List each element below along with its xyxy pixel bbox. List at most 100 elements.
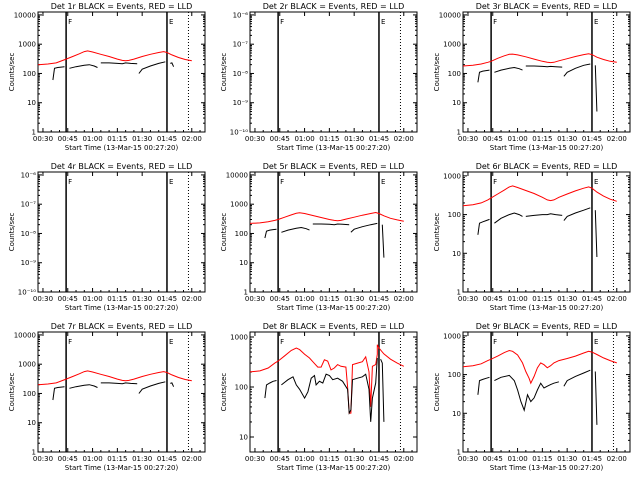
y-tick-label: 10⁻⁸ (233, 70, 249, 78)
x-tick-label: 01:15 (319, 135, 339, 143)
series-line-red-lld (250, 211, 404, 224)
series-line-black-events (477, 369, 598, 425)
x-tick-label: 01:00 (507, 135, 527, 143)
x-tick-label: 01:45 (582, 295, 602, 303)
x-tick-label: 00:45 (483, 455, 503, 463)
y-axis-label: Counts/sec (433, 213, 441, 252)
marker-label-F: F (493, 18, 497, 26)
y-tick-label: 1 (32, 449, 36, 457)
series-line-red-lld (38, 370, 192, 386)
y-axis-label: Counts/sec (220, 213, 228, 252)
x-axis-label: Start Time (13-Mar-15 00:27:20) (65, 464, 179, 472)
x-tick-label: 01:15 (532, 295, 552, 303)
plot-frame (37, 11, 206, 133)
x-tick-label: 01:15 (107, 295, 127, 303)
x-tick-label: 00:45 (270, 455, 290, 463)
y-tick-label: 10000 (226, 171, 248, 179)
x-tick-label: 01:30 (557, 135, 577, 143)
y-tick-label: 10000 (439, 11, 461, 19)
x-tick-label: 02:00 (394, 455, 414, 463)
y-tick-label: 10⁻⁹ (21, 259, 37, 267)
x-tick-label: 01:00 (294, 455, 314, 463)
y-tick-label: 10⁻⁹ (233, 99, 249, 107)
series-line-black-events (477, 63, 598, 112)
y-tick-label: 10⁻¹⁰ (18, 289, 36, 297)
x-tick-label: 02:00 (182, 135, 202, 143)
series-line-black-events (264, 357, 385, 422)
panel-9: Det 9r BLACK = Events, RED = LLD 00:30 00:… (433, 322, 631, 472)
marker-label-F: F (493, 338, 497, 346)
panel-title: Det 6r BLACK = Events, RED = LLD (476, 162, 618, 171)
marker-label-F: F (280, 178, 284, 186)
marker-label-E: E (169, 178, 173, 186)
plot-frame (249, 171, 418, 293)
y-tick-label: 1000 (230, 334, 248, 342)
y-tick-label: 1000 (443, 172, 461, 180)
x-tick-label: 00:30 (245, 295, 265, 303)
x-tick-label: 01:30 (132, 135, 152, 143)
x-axis-label: Start Time (13-Mar-15 00:27:20) (65, 304, 179, 312)
panel-3: Det 3r BLACK = Events, RED = LLD 00:30 00:… (433, 2, 631, 152)
x-tick-label: 00:45 (270, 295, 290, 303)
y-axis-label: Counts/sec (220, 53, 228, 92)
x-tick-label: 02:00 (394, 135, 414, 143)
x-tick-label: 01:45 (369, 135, 389, 143)
y-tick-label: 100 (448, 371, 461, 379)
y-tick-label: 10⁻⁸ (21, 230, 37, 238)
x-axis-label: Start Time (13-Mar-15 00:27:20) (277, 144, 391, 152)
y-axis-label: Counts/sec (220, 373, 228, 412)
x-tick-label: 00:45 (58, 455, 78, 463)
series-line-red-lld (463, 53, 617, 67)
x-tick-label: 01:15 (107, 455, 127, 463)
y-tick-label: 100 (235, 384, 248, 392)
y-tick-label: 1 (457, 449, 461, 457)
panel-title: Det 5r BLACK = Events, RED = LLD (263, 162, 405, 171)
panel-title: Det 4r BLACK = Events, RED = LLD (51, 162, 193, 171)
marker-label-E: E (169, 18, 173, 26)
marker-label-E: E (594, 18, 598, 26)
x-tick-label: 02:00 (182, 295, 202, 303)
panel-6: Det 6r BLACK = Events, RED = LLD 00:30 00:… (433, 162, 631, 312)
panel-title: Det 8r BLACK = Events, RED = LLD (263, 322, 405, 331)
x-tick-label: 01:45 (157, 455, 177, 463)
x-tick-label: 02:00 (607, 135, 627, 143)
y-tick-label: 10 (239, 259, 248, 267)
y-tick-label: 10 (452, 99, 461, 107)
plot-frame (462, 331, 631, 453)
y-tick-label: 1 (32, 129, 36, 137)
panel-8: Det 8r BLACK = Events, RED = LLD 00:30 00:… (220, 322, 418, 472)
y-axis-label: Counts/sec (8, 213, 16, 252)
y-axis-label: Counts/sec (433, 373, 441, 412)
x-axis-label: Start Time (13-Mar-15 00:27:20) (490, 464, 604, 472)
y-tick-label: 10⁻⁷ (233, 41, 249, 49)
series-line-red-lld (38, 50, 192, 66)
y-tick-label: 1 (457, 289, 461, 297)
marker-label-E: E (381, 178, 385, 186)
marker-label-E: E (381, 338, 385, 346)
x-tick-label: 00:30 (458, 135, 478, 143)
y-tick-label: 10⁻⁶ (233, 11, 249, 19)
x-tick-label: 01:45 (369, 455, 389, 463)
y-tick-label: 10 (239, 434, 248, 442)
x-tick-label: 01:45 (369, 295, 389, 303)
x-tick-label: 01:00 (82, 455, 102, 463)
y-tick-label: 10 (27, 99, 36, 107)
y-axis-label: Counts/sec (8, 53, 16, 92)
y-tick-label: 100 (235, 230, 248, 238)
x-tick-label: 00:45 (270, 135, 290, 143)
panel-7: Det 7r BLACK = Events, RED = LLD 00:30 00:… (8, 322, 206, 472)
panel-1: Det 1r BLACK = Events, RED = LLD 00:30 00:… (8, 2, 206, 152)
y-tick-label: 10 (27, 419, 36, 427)
marker-label-F: F (68, 178, 72, 186)
y-tick-label: 100 (448, 70, 461, 78)
y-axis-label: Counts/sec (8, 373, 16, 412)
x-tick-label: 00:45 (58, 295, 78, 303)
panel-4: Det 4r BLACK = Events, RED = LLD 00:30 00:… (8, 162, 206, 312)
y-tick-label: 10⁻⁶ (21, 171, 37, 179)
panel-2: Det 2r BLACK = Events, RED = LLD 00:30 00:… (220, 2, 418, 152)
y-tick-label: 10 (452, 250, 461, 258)
y-tick-label: 100 (23, 70, 36, 78)
x-tick-label: 00:30 (33, 455, 53, 463)
